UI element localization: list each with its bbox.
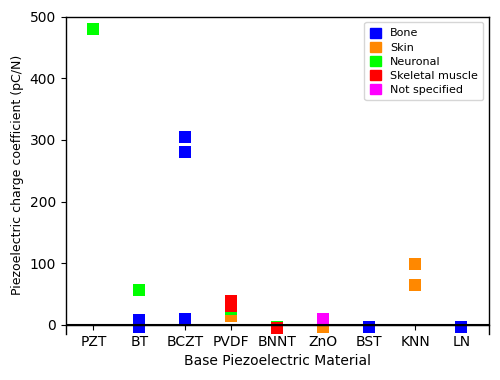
Y-axis label: Piezoelectric charge coefficient (pC/N): Piezoelectric charge coefficient (pC/N) <box>11 55 24 296</box>
Legend: Bone, Skin, Neuronal, Skeletal muscle, Not specified: Bone, Skin, Neuronal, Skeletal muscle, N… <box>364 22 484 100</box>
X-axis label: Base Piezoelectric Material: Base Piezoelectric Material <box>184 354 371 368</box>
